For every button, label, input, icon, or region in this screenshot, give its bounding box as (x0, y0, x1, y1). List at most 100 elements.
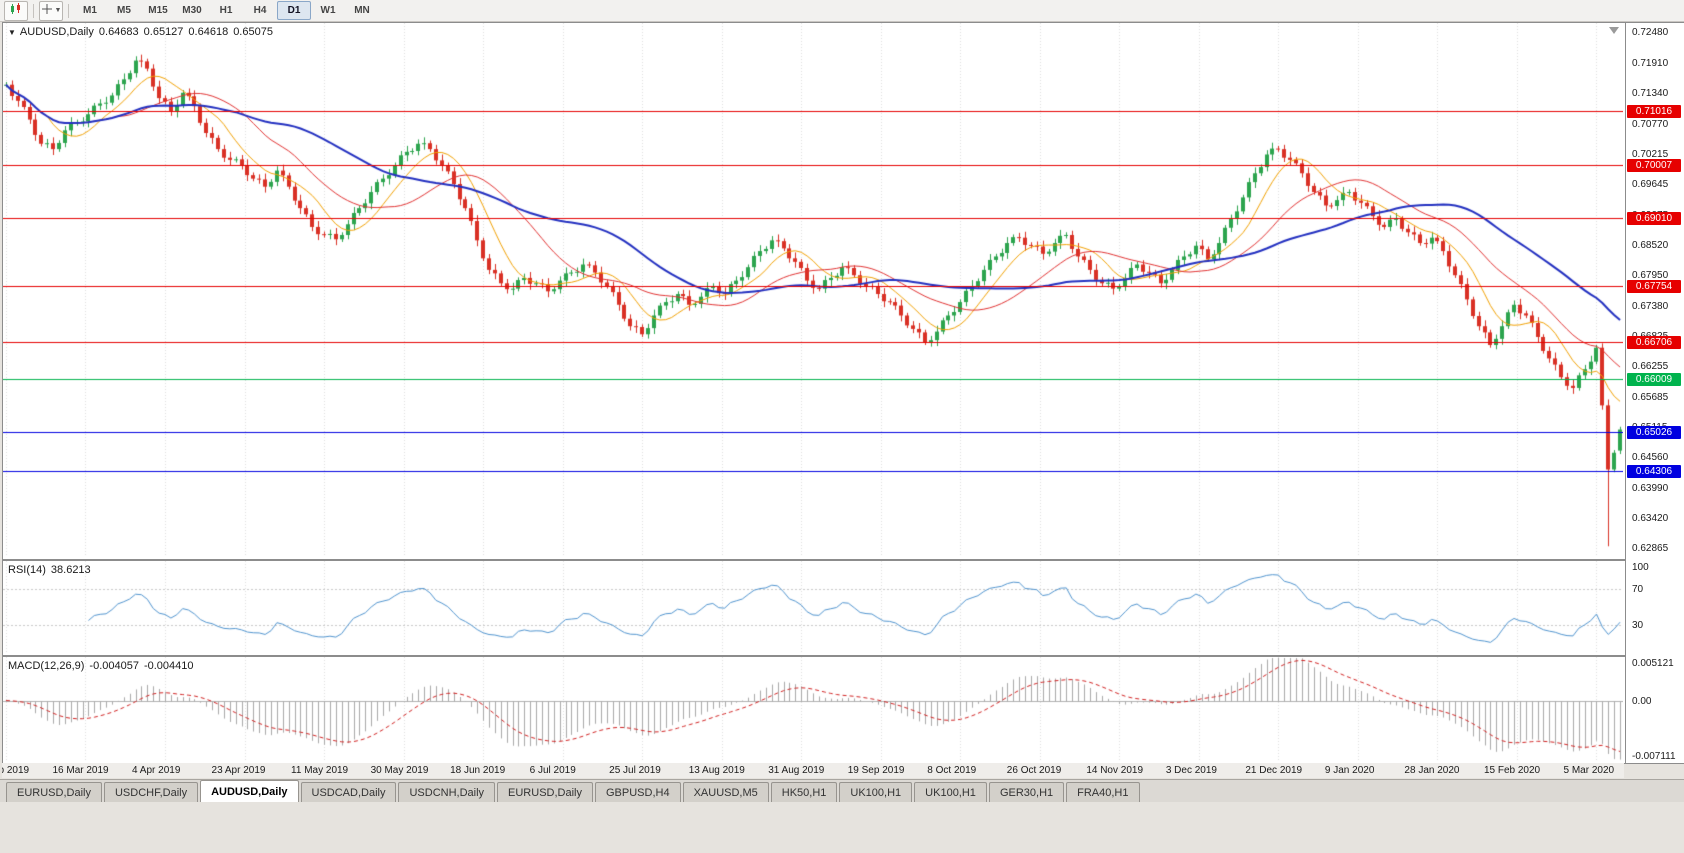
macd-label: MACD(12,26,9) -0.004057 -0.004410 (8, 660, 199, 672)
y-axis-label: 0.67380 (1632, 300, 1669, 312)
macd-name: MACD(12,26,9) (8, 660, 85, 672)
price-chart-canvas[interactable] (3, 23, 1623, 557)
ohlc-open: 0.64683 (98, 26, 139, 38)
timeframe-button-w1[interactable]: W1 (320, 5, 336, 16)
x-axis-label: 25 Jul 2019 (609, 765, 661, 776)
timeframe-button-d1[interactable]: D1 (277, 1, 311, 20)
ohlc-close: 0.65075 (233, 26, 273, 38)
chart-title: ▼ AUDUSD,Daily 0.64683 0.65127 0.64618 0.6507… (8, 26, 278, 38)
price-level-badge: 0.66009 (1627, 373, 1681, 387)
macd-signal-value: -0.004410 (143, 660, 194, 672)
y-axis-label: 0.62865 (1632, 543, 1669, 555)
top-toolbar: ▼ M1 M5 M15 M30 H1 H4 D1 W1 MN (0, 0, 1684, 22)
y-axis-label: 0.70770 (1632, 118, 1669, 130)
y-axis-label: 0.67950 (1632, 270, 1669, 282)
collapse-triangle-icon[interactable]: ▼ (8, 28, 16, 37)
chart-tab[interactable]: GER30,H1 (988, 782, 1065, 802)
y-axis-label: 0.65685 (1632, 391, 1669, 403)
timeframe-group: M1 M5 M15 M30 H1 H4 D1 W1 MN (73, 1, 379, 20)
cursor-tool-button[interactable]: ▼ (39, 0, 63, 21)
main-chart-panel[interactable]: ▼ AUDUSD,Daily 0.64683 0.65127 0.64618 0.6507… (2, 22, 1626, 560)
x-axis-label: 23 Apr 2019 (211, 765, 266, 776)
ohlc-low: 0.64618 (188, 26, 229, 38)
date-axis[interactable]: 26 Feb 2019 16 Mar 2019 4 Apr 2019 23 Apr 2… (2, 763, 1624, 778)
rsi-name: RSI(14) (8, 564, 46, 576)
chart-tab[interactable]: UK100,H1 (839, 782, 913, 802)
y-axis-label: 0.63420 (1632, 513, 1669, 525)
x-axis-label: 4 Apr 2019 (132, 765, 181, 776)
price-level-badge: 0.67754 (1627, 279, 1681, 293)
chart-tab[interactable]: UK100,H1 (914, 782, 987, 802)
chart-tab[interactable]: USDCNH,Daily (398, 782, 496, 802)
chart-tab[interactable]: USDCHF,Daily (103, 782, 199, 802)
chart-tab[interactable]: EURUSD,Daily (6, 782, 102, 802)
macd-main-value: -0.004057 (89, 660, 139, 672)
chart-tab[interactable]: HK50,H1 (770, 782, 838, 802)
rsi-axis-label: 70 (1632, 583, 1644, 595)
chart-tab[interactable]: EURUSD,Daily (497, 782, 593, 802)
x-axis-label: 30 May 2019 (370, 765, 429, 776)
x-axis-label: 9 Jan 2020 (1324, 765, 1375, 776)
macd-canvas[interactable] (3, 657, 1623, 761)
x-axis-label: 6 Jul 2019 (529, 765, 576, 776)
x-axis-label: 14 Nov 2019 (1086, 765, 1144, 776)
timeframe-button-m1[interactable]: M1 (83, 5, 97, 16)
macd-axis-label: -0.007111 (1632, 751, 1676, 762)
price-level-badge: 0.65026 (1627, 426, 1681, 440)
candlestick-chart-icon (9, 2, 23, 20)
chart-tab-bar: EURUSD,Daily USDCHF,Daily AUDUSD,Daily USDC… (0, 779, 1684, 802)
price-level-badge: 0.66706 (1627, 336, 1681, 349)
timeframe-button-m30[interactable]: M30 (182, 5, 202, 16)
price-level-badge: 0.71016 (1627, 104, 1681, 118)
toolbar-separator (68, 3, 69, 18)
timeframe-button-h4[interactable]: H4 (253, 5, 267, 16)
price-level-badge: 0.70007 (1627, 158, 1681, 172)
y-axis-label: 0.68520 (1632, 239, 1669, 251)
macd-panel[interactable]: MACD(12,26,9) -0.004057 -0.004410 (2, 656, 1626, 764)
y-axis-label: 0.69645 (1632, 179, 1669, 191)
rsi-value: 38.6213 (50, 564, 91, 576)
chart-tab[interactable]: XAUUSD,M5 (682, 782, 769, 802)
x-axis-label: 31 Aug 2019 (768, 765, 825, 776)
timeframe-button-m5[interactable]: M5 (117, 5, 131, 16)
y-axis-label: 0.72480 (1632, 27, 1669, 39)
x-axis-label: 16 Mar 2019 (52, 765, 109, 776)
x-axis-label: 13 Aug 2019 (688, 765, 745, 776)
x-axis-label: 21 Dec 2019 (1245, 765, 1303, 776)
price-scale[interactable]: 0.72480 0.71910 0.71340 0.70770 0.70215 0.696… (1626, 22, 1684, 764)
x-axis-label: 15 Feb 2020 (1483, 765, 1541, 776)
toolbar-separator (33, 3, 34, 18)
chevron-down-icon: ▼ (54, 7, 62, 14)
ohlc-high: 0.65127 (143, 26, 184, 38)
x-axis-label: 28 Jan 2020 (1404, 765, 1460, 776)
x-axis-label: 18 Jun 2019 (450, 765, 506, 776)
x-axis-label: 11 May 2019 (291, 765, 349, 776)
timeframe-button-m15[interactable]: M15 (148, 5, 168, 16)
chart-window-button[interactable] (4, 0, 28, 21)
y-axis-label: 0.70215 (1632, 148, 1669, 160)
x-axis-label: 26 Feb 2019 (2, 765, 30, 776)
y-axis-label: 0.71340 (1632, 88, 1669, 100)
rsi-axis-label: 100 (1632, 562, 1649, 573)
y-axis-label: 0.66255 (1632, 361, 1669, 373)
price-level-badge: 0.69010 (1627, 212, 1681, 226)
chart-symbol: AUDUSD,Daily (19, 26, 94, 38)
timeframe-button-mn[interactable]: MN (354, 5, 370, 16)
timeframe-button-h1[interactable]: H1 (219, 5, 233, 16)
y-axis-label: 0.63990 (1632, 482, 1669, 494)
chart-tab[interactable]: GBPUSD,H4 (595, 782, 681, 802)
x-axis-label: 5 Mar 2020 (1563, 765, 1615, 776)
x-axis-label: 26 Oct 2019 (1006, 765, 1062, 776)
rsi-axis-label: 30 (1632, 620, 1644, 632)
chart-tab[interactable]: USDCAD,Daily (300, 782, 397, 802)
rsi-canvas[interactable] (3, 561, 1623, 653)
price-level-badge: 0.64306 (1627, 464, 1681, 478)
y-axis-label: 0.71910 (1632, 57, 1669, 69)
y-axis-label: 0.64560 (1632, 452, 1669, 464)
rsi-panel[interactable]: RSI(14) 38.6213 (2, 560, 1626, 656)
chart-tab[interactable]: AUDUSD,Daily (200, 780, 299, 802)
chart-shift-marker[interactable] (1609, 27, 1619, 34)
rsi-label: RSI(14) 38.6213 (8, 564, 96, 576)
crosshair-icon (41, 2, 53, 20)
chart-tab[interactable]: FRA40,H1 (1066, 782, 1140, 802)
